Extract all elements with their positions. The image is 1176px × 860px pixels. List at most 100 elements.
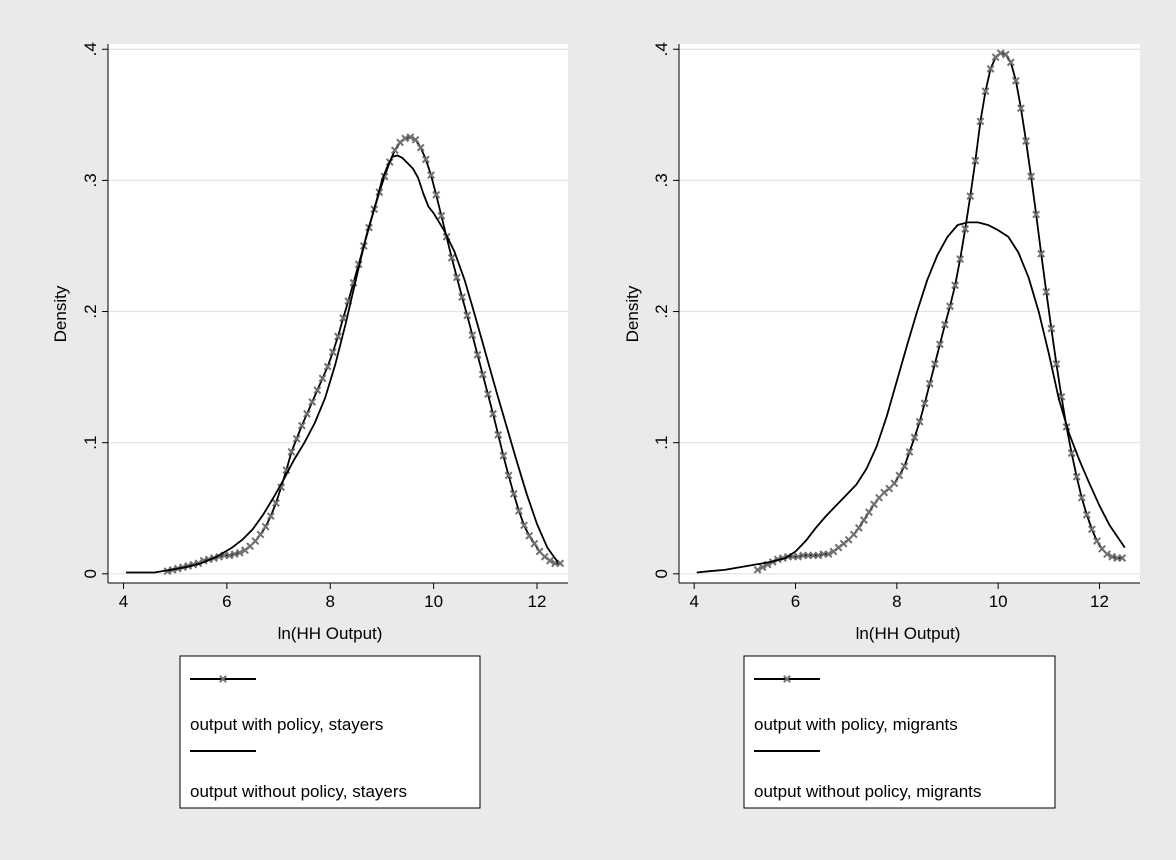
data-point-marker — [1032, 210, 1041, 219]
x-axis-label: ln(HH Output) — [856, 624, 961, 643]
data-point-marker — [318, 374, 327, 383]
x-tick-label: 4 — [119, 592, 128, 611]
data-point-marker — [483, 390, 492, 399]
data-point-marker — [416, 143, 425, 152]
data-point-marker — [966, 192, 975, 201]
legend-swatch-with-policy — [754, 675, 820, 683]
data-point-marker — [1022, 137, 1030, 145]
data-point-marker — [920, 399, 929, 408]
legend-marker — [783, 675, 791, 683]
data-point-marker — [292, 434, 301, 443]
data-point-marker — [478, 370, 487, 379]
data-point-marker — [520, 521, 528, 530]
data-point-marker — [328, 348, 337, 357]
data-point-marker — [935, 340, 944, 349]
data-point-marker — [1103, 550, 1111, 559]
legend-label-without-policy: output without policy, migrants — [754, 782, 981, 801]
series-line-without-policy — [696, 221, 1126, 574]
x-tick-label: 12 — [1090, 592, 1109, 611]
x-tick-label: 6 — [222, 592, 231, 611]
data-point-marker — [1042, 287, 1051, 296]
data-point-marker — [225, 551, 234, 560]
y-tick-label: 0 — [81, 569, 100, 578]
data-point-marker — [849, 530, 858, 539]
x-axis: 4 6 8 10 12 — [679, 582, 1140, 611]
y-tick-label: .2 — [652, 304, 671, 318]
data-point-marker — [1118, 554, 1127, 562]
data-point-marker — [870, 500, 878, 509]
data-point-marker — [411, 135, 420, 144]
x-tick-label: 8 — [326, 592, 335, 611]
x-tick-label: 12 — [528, 592, 547, 611]
data-point-marker — [432, 190, 441, 199]
legend-label-with-policy: output with policy, stayers — [190, 715, 383, 734]
data-point-marker — [753, 565, 762, 574]
chart-stayers: 4 6 8 10 12 0.1.2.3.4 ln(HH Output) Density … — [51, 42, 568, 809]
data-point-marker — [452, 273, 461, 282]
data-point-marker — [890, 479, 899, 488]
data-point-marker — [473, 350, 482, 359]
data-point-marker — [514, 506, 523, 515]
series-lines — [696, 49, 1127, 574]
x-axis-label: ln(HH Output) — [278, 624, 383, 643]
data-point-marker — [981, 87, 990, 96]
data-point-marker — [971, 156, 980, 165]
data-point-marker — [261, 522, 270, 531]
legend-marker — [219, 675, 227, 683]
data-point-marker — [230, 550, 239, 559]
x-tick-label: 6 — [791, 592, 800, 611]
y-tick-label: 0 — [652, 569, 671, 578]
x-tick-label: 10 — [989, 592, 1008, 611]
data-point-marker — [458, 293, 466, 302]
data-point-marker — [272, 499, 280, 507]
plot-area — [108, 44, 568, 583]
y-axis: 0 .1 .2 .3 .4 — [81, 42, 109, 583]
data-point-marker — [525, 531, 534, 540]
data-point-marker — [499, 451, 508, 460]
y-tick-label: .4 — [652, 42, 671, 56]
data-point-marker — [489, 409, 497, 418]
data-point-marker — [961, 225, 970, 233]
data-point-marker — [447, 253, 456, 262]
y-tick-label: .1 — [652, 436, 671, 450]
y-tick-label: .4 — [81, 42, 100, 56]
data-point-marker — [976, 117, 985, 126]
legend-swatch-with-policy — [190, 675, 256, 683]
data-point-marker — [339, 314, 348, 322]
data-point-marker — [509, 489, 518, 498]
data-point-marker — [235, 548, 244, 557]
data-point-marker — [1093, 537, 1101, 545]
data-point-marker — [956, 255, 965, 263]
y-tick-label: .1 — [81, 436, 100, 450]
data-point-marker — [986, 65, 995, 73]
data-point-marker — [865, 508, 873, 517]
data-point-marker — [256, 530, 265, 539]
data-point-marker — [1001, 50, 1010, 59]
data-point-marker — [941, 320, 949, 329]
data-point-marker — [1077, 493, 1086, 502]
data-point-marker — [334, 332, 342, 341]
legend-box — [743, 655, 1056, 809]
data-point-marker — [905, 447, 914, 456]
data-point-marker — [1027, 172, 1035, 181]
data-point-marker — [1017, 104, 1025, 113]
data-point-marker — [824, 550, 833, 559]
y-tick-label: .3 — [81, 173, 100, 187]
data-point-marker — [951, 281, 960, 290]
series-lines — [126, 133, 565, 576]
data-point-marker — [401, 134, 410, 143]
grid-lines — [679, 48, 1140, 575]
plot-area — [679, 44, 1140, 583]
x-tick-label: 8 — [892, 592, 901, 611]
data-point-marker — [1047, 324, 1056, 333]
data-point-marker — [1067, 449, 1076, 458]
data-point-marker — [1082, 510, 1091, 519]
x-tick-label: 10 — [424, 592, 443, 611]
y-axis-label: Density — [51, 285, 70, 342]
data-point-marker — [313, 386, 322, 395]
data-point-marker — [494, 430, 503, 439]
data-point-marker — [1072, 472, 1081, 481]
data-point-marker — [437, 211, 446, 220]
data-point-marker — [1037, 249, 1046, 258]
